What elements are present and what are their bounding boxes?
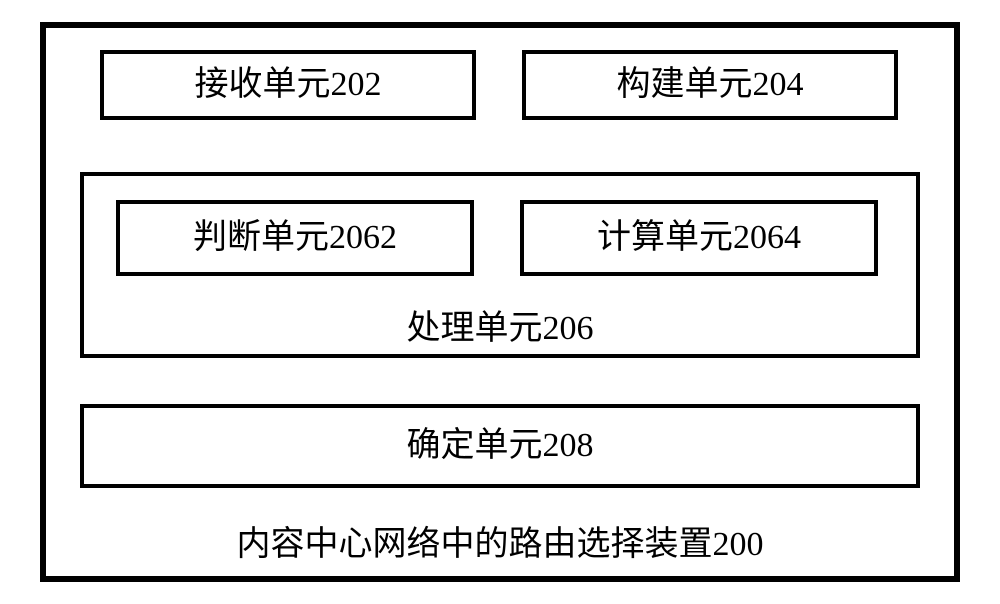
judgment-unit-box: 判断单元2062 <box>116 200 474 276</box>
receiving-unit-box: 接收单元202 <box>100 50 476 120</box>
receiving-unit-label: 接收单元202 <box>195 68 382 102</box>
processing-unit-caption: 处理单元206 <box>80 312 920 346</box>
construction-unit-label: 构建单元204 <box>617 68 804 102</box>
diagram-root: 接收单元202 构建单元204 处理单元206 判断单元2062 计算单元206… <box>0 0 1000 604</box>
judgment-unit-label: 判断单元2062 <box>193 221 397 255</box>
determination-unit-box: 确定单元208 <box>80 404 920 488</box>
outer-device-caption: 内容中心网络中的路由选择装置200 <box>40 528 960 562</box>
calculation-unit-label: 计算单元2064 <box>597 221 801 255</box>
construction-unit-box: 构建单元204 <box>522 50 898 120</box>
determination-unit-label: 确定单元208 <box>407 429 594 463</box>
calculation-unit-box: 计算单元2064 <box>520 200 878 276</box>
